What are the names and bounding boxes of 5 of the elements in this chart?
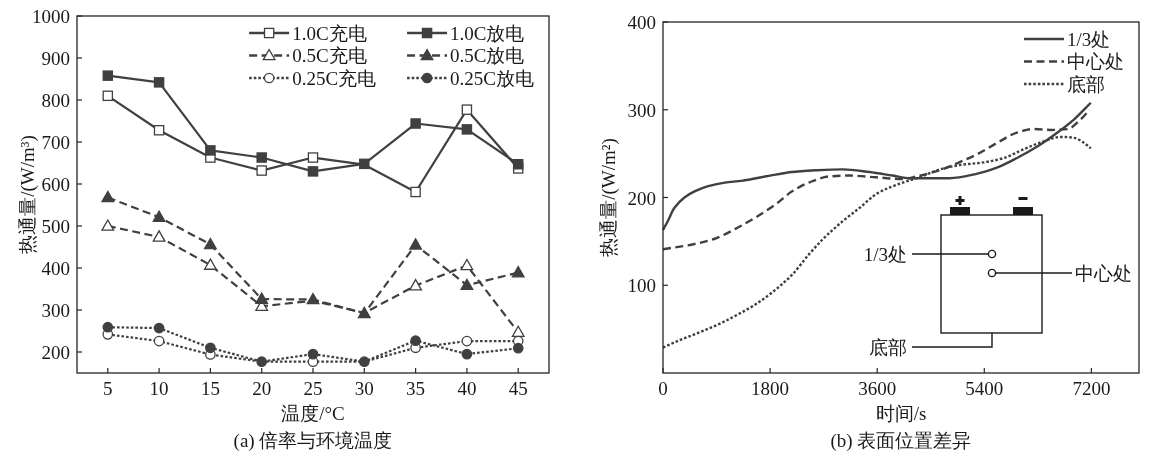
- annotation: 底部: [869, 337, 907, 358]
- caption: (b) 表面位置差异: [830, 430, 972, 451]
- annotation: 中心处: [1075, 263, 1132, 284]
- caption: (a) 倍率与环境温度: [233, 430, 393, 451]
- annotation: 1/3处: [863, 244, 907, 265]
